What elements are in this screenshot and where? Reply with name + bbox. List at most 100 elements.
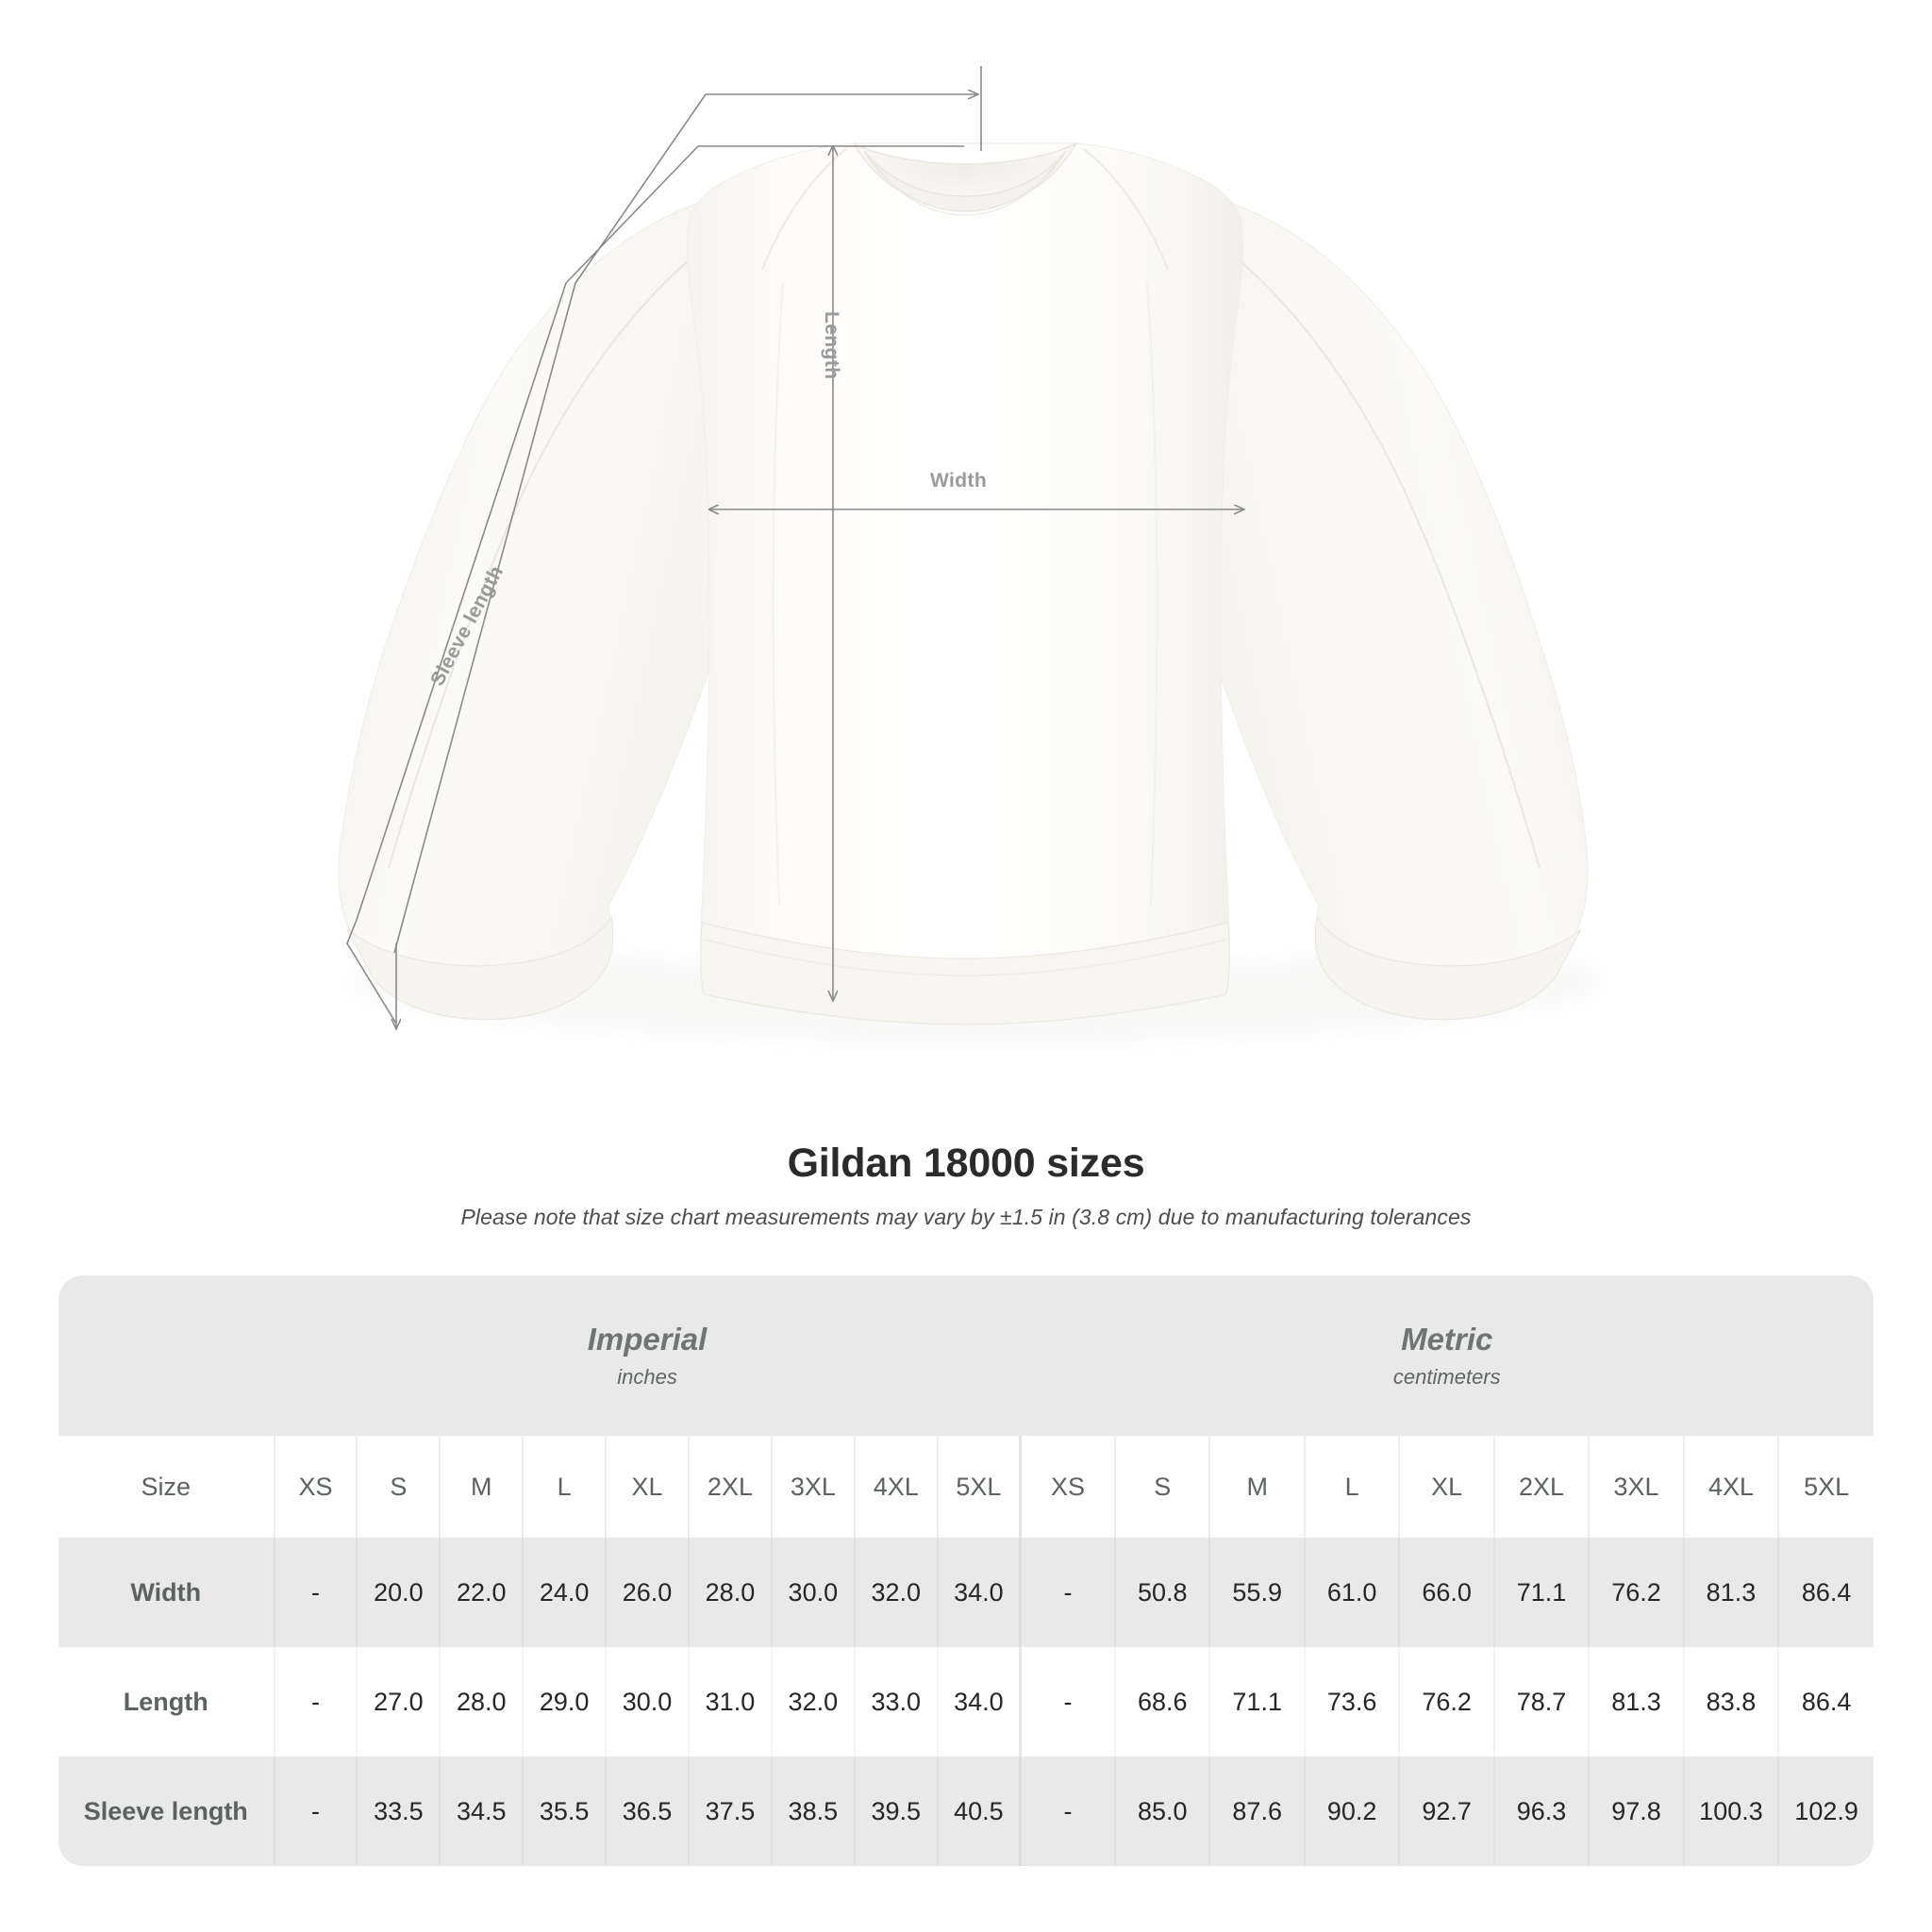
length-label: Length <box>821 311 842 380</box>
size-table-container: Imperial inches Metric centimeters Size … <box>58 1275 1874 1866</box>
size-header-metric-xl: XL <box>1398 1436 1494 1538</box>
body <box>686 142 1244 993</box>
unit-group-metric: Metric centimeters <box>1020 1275 1874 1436</box>
cell-length-imperial-5xl: 34.0 <box>936 1647 1021 1757</box>
collar-ribbing <box>869 156 1061 216</box>
unit-group-metric-name: Metric <box>1401 1322 1493 1357</box>
width-label: Width <box>930 470 988 491</box>
cell-width-imperial-5xl: 34.0 <box>936 1538 1021 1647</box>
cell-sleeve-metric-s: 85.0 <box>1114 1757 1210 1866</box>
cell-width-metric-xs: - <box>1019 1538 1116 1647</box>
cell-sleeve-metric-xs: - <box>1019 1757 1116 1866</box>
cell-sleeve-imperial-m: 34.5 <box>439 1757 524 1866</box>
size-header-metric-5xl: 5XL <box>1777 1436 1874 1538</box>
cell-width-imperial-xl: 26.0 <box>605 1538 689 1647</box>
cell-length-metric-xs: - <box>1019 1647 1116 1757</box>
page-title: Gildan 18000 sizes <box>787 1141 1145 1186</box>
cell-sleeve-metric-5xl: 102.9 <box>1777 1757 1874 1866</box>
size-header-metric-s: S <box>1114 1436 1210 1538</box>
size-header-metric-xs: XS <box>1019 1436 1116 1538</box>
unit-spacer-cell <box>58 1275 275 1436</box>
cell-width-imperial-s: 20.0 <box>356 1538 441 1647</box>
page-subtitle: Please note that size chart measurements… <box>460 1205 1472 1230</box>
cell-length-metric-2xl: 78.7 <box>1492 1647 1590 1757</box>
cell-width-imperial-m: 22.0 <box>439 1538 524 1647</box>
cell-width-imperial-xs: - <box>273 1538 358 1647</box>
table-row: Width - 20.0 22.0 24.0 26.0 28.0 30.0 32… <box>58 1538 1874 1647</box>
cell-sleeve-imperial-2xl: 37.5 <box>688 1757 772 1866</box>
cell-width-imperial-3xl: 30.0 <box>770 1538 855 1647</box>
size-header-imperial-3xl: 3XL <box>770 1436 855 1538</box>
cell-width-metric-3xl: 76.2 <box>1588 1538 1684 1647</box>
cell-length-imperial-xs: - <box>273 1647 358 1757</box>
size-header-imperial-xs: XS <box>273 1436 358 1538</box>
size-header-imperial-xl: XL <box>605 1436 689 1538</box>
cell-length-metric-3xl: 81.3 <box>1588 1647 1684 1757</box>
cell-sleeve-imperial-3xl: 38.5 <box>770 1757 855 1866</box>
cell-width-metric-4xl: 81.3 <box>1682 1538 1779 1647</box>
cell-width-metric-2xl: 71.1 <box>1492 1538 1590 1647</box>
cell-width-metric-xl: 66.0 <box>1398 1538 1494 1647</box>
unit-group-imperial-name: Imperial <box>587 1322 708 1357</box>
cell-sleeve-metric-2xl: 96.3 <box>1492 1757 1590 1866</box>
cell-sleeve-metric-l: 90.2 <box>1303 1757 1400 1866</box>
cell-sleeve-imperial-xl: 36.5 <box>605 1757 689 1866</box>
cell-width-metric-l: 61.0 <box>1303 1538 1400 1647</box>
size-header-metric-3xl: 3XL <box>1588 1436 1684 1538</box>
hem-stitch <box>703 939 1227 976</box>
cell-width-imperial-l: 24.0 <box>522 1538 607 1647</box>
cell-length-metric-4xl: 83.8 <box>1682 1647 1779 1757</box>
left-cuff <box>346 915 614 1021</box>
size-header-row: Size XS S M L XL 2XL 3XL 4XL 5XL XS S M … <box>58 1436 1874 1538</box>
cell-length-imperial-3xl: 32.0 <box>770 1647 855 1757</box>
collar-inner <box>863 150 1067 212</box>
size-header-imperial-2xl: 2XL <box>688 1436 772 1538</box>
size-header-metric-2xl: 2XL <box>1492 1436 1590 1538</box>
garment-diagram: Length Width Sleeve length <box>338 66 1604 1041</box>
cell-length-metric-l: 73.6 <box>1303 1647 1400 1757</box>
sleeve-length-upper-diagonal <box>575 93 707 284</box>
row-label-sleeve-length: Sleeve length <box>58 1757 275 1866</box>
size-header-metric-4xl: 4XL <box>1682 1436 1779 1538</box>
sleeve-length-measure-line <box>346 145 964 1024</box>
unit-group-imperial: Imperial inches <box>274 1275 1021 1436</box>
cell-width-metric-5xl: 86.4 <box>1777 1538 1874 1647</box>
cell-length-metric-5xl: 86.4 <box>1777 1647 1874 1757</box>
cell-length-imperial-2xl: 31.0 <box>688 1647 772 1757</box>
row-label-width: Width <box>58 1538 275 1647</box>
cell-sleeve-metric-4xl: 100.3 <box>1682 1757 1779 1866</box>
size-header-metric-l: L <box>1303 1436 1400 1538</box>
unit-group-imperial-sub: inches <box>617 1365 677 1390</box>
cell-width-imperial-4xl: 32.0 <box>853 1538 938 1647</box>
size-table: Imperial inches Metric centimeters Size … <box>58 1275 1874 1866</box>
cell-length-imperial-xl: 30.0 <box>605 1647 689 1757</box>
cell-length-metric-m: 71.1 <box>1208 1647 1305 1757</box>
size-header-imperial-s: S <box>356 1436 441 1538</box>
cell-sleeve-imperial-s: 33.5 <box>356 1757 441 1866</box>
size-header-label: Size <box>58 1436 275 1538</box>
cell-length-imperial-m: 28.0 <box>439 1647 524 1757</box>
cell-sleeve-metric-m: 87.6 <box>1208 1757 1305 1866</box>
right-cuff <box>1314 915 1582 1021</box>
cell-length-metric-s: 68.6 <box>1114 1647 1210 1757</box>
size-header-imperial-4xl: 4XL <box>853 1436 938 1538</box>
table-row: Sleeve length - 33.5 34.5 35.5 36.5 37.5… <box>58 1757 1874 1866</box>
size-header-metric-m: M <box>1208 1436 1305 1538</box>
size-header-imperial-m: M <box>439 1436 524 1538</box>
cell-sleeve-imperial-l: 35.5 <box>522 1757 607 1866</box>
cell-sleeve-imperial-xs: - <box>273 1757 358 1866</box>
right-shoulder-seam <box>1083 148 1169 271</box>
sweatshirt-illustration <box>338 66 1604 1041</box>
row-label-length: Length <box>58 1647 275 1757</box>
right-sleeve-seam <box>1201 230 1541 869</box>
heading-block: Gildan 18000 sizes Please note that size… <box>0 1141 1932 1230</box>
cell-sleeve-metric-3xl: 97.8 <box>1588 1757 1684 1866</box>
body-fold-right <box>1146 282 1158 907</box>
cell-length-imperial-4xl: 33.0 <box>853 1647 938 1757</box>
cell-width-metric-s: 50.8 <box>1114 1538 1210 1647</box>
cell-sleeve-metric-xl: 92.7 <box>1398 1757 1494 1866</box>
body-fold-left <box>772 282 784 907</box>
size-header-imperial-l: L <box>522 1436 607 1538</box>
left-sleeve-seam <box>388 230 727 869</box>
